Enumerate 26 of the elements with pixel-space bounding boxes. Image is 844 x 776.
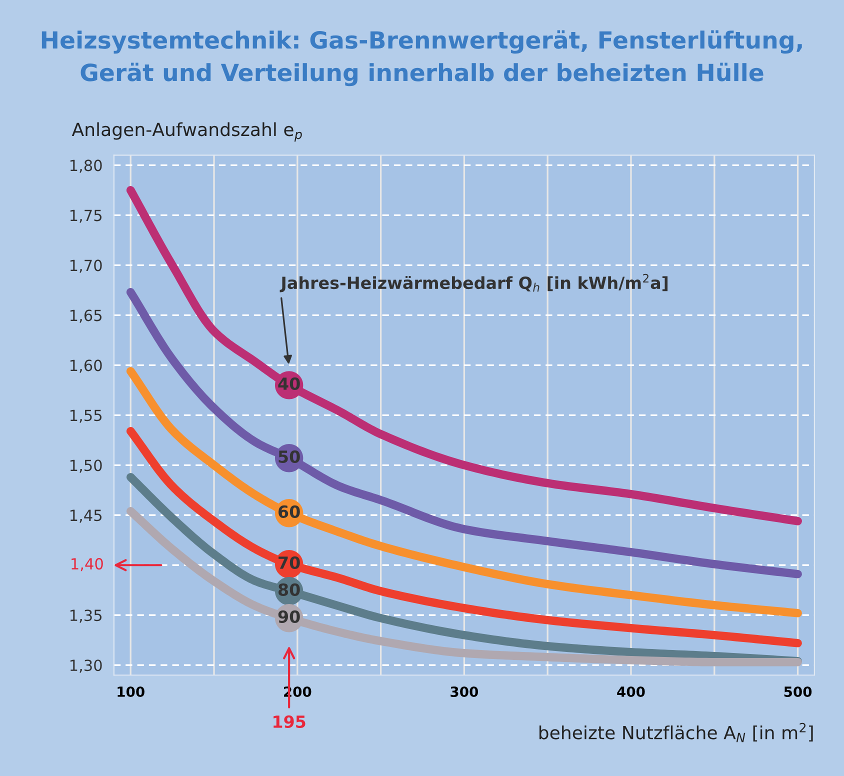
series-label: 90 xyxy=(278,610,300,623)
x-tick-label: 500 xyxy=(784,686,812,697)
y-tick-label: 1,30 xyxy=(70,660,102,673)
x-axis-title: beheizte Nutzfläche A$_{N}$ [in m$^{2}$] xyxy=(539,722,813,742)
text: 1,40 xyxy=(72,558,103,572)
y-tick-label: 1,75 xyxy=(70,210,102,223)
y-tick-label: 1,45 xyxy=(70,510,102,523)
series-label: 80 xyxy=(278,583,300,596)
series-label: 70 xyxy=(278,556,300,569)
y-axis-title: Anlagen-Aufwandszahl e$_{p}$ xyxy=(72,122,302,142)
text: 195 xyxy=(274,715,306,728)
legend-title: Jahres-Heizwärmebedarf Q$_{h}$ [in kWh/m$^{2}$a] xyxy=(280,274,668,292)
y-tick-label: 1,80 xyxy=(70,160,102,173)
x-tick-label: 100 xyxy=(118,686,144,697)
x-tick-label: 300 xyxy=(450,686,478,697)
series-label: 40 xyxy=(278,377,300,390)
y-tick-label: 1,50 xyxy=(70,460,102,473)
series-label: 50 xyxy=(278,450,300,463)
y-tick-label: 1,65 xyxy=(70,310,102,323)
y-tick-label: 1,60 xyxy=(70,360,102,373)
chart-title: Heizsystemtechnik: Gas-Brennwertgerät, Fensterlüftung, Gerät und Verteilung innerhalb der beheizten Hülle xyxy=(42,30,802,86)
y-tick-label: 1,70 xyxy=(70,260,102,273)
y-tick-label: 1,35 xyxy=(70,610,102,623)
series-label: 60 xyxy=(278,505,300,518)
y-tick-label: 1,55 xyxy=(70,410,102,423)
x-tick-label: 400 xyxy=(617,686,645,697)
